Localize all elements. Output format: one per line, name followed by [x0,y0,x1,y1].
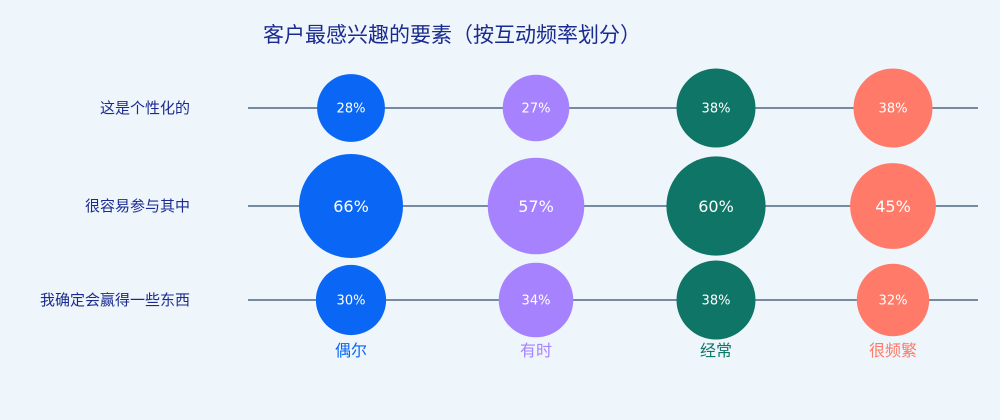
row-label: 我确定会赢得一些东西 [40,291,190,309]
bubble-value-label: 30% [337,294,366,309]
bubble-value-label: 27% [522,102,551,117]
bubble [666,156,766,256]
bubble [299,154,403,258]
bubble [498,262,574,338]
chart-title: 客户最感兴趣的要素（按互动频率划分） [263,23,641,47]
bubble-value-label: 45% [875,197,911,216]
bubble [676,68,756,148]
row-label: 这是个性化的 [100,99,190,117]
bubble-value-label: 38% [702,102,731,117]
bubble [315,264,387,336]
bubbles: 28% 27% 38% 38% 66% 57% 60% 45% 30% 34% 38% 32% [299,68,936,340]
bubble [850,163,936,249]
bubble [853,68,933,148]
bubble-value-label: 34% [522,294,551,309]
bubble [676,260,756,340]
bubble-value-label: 60% [698,197,734,216]
bubble-value-label: 57% [518,197,554,216]
bubble-value-label: 28% [337,102,366,117]
bubble-value-label: 32% [879,294,908,309]
column-label: 经常 [700,341,732,360]
row-label: 很容易参与其中 [85,197,190,215]
bubble [317,74,385,142]
column-label: 偶尔 [335,341,367,360]
bubble [502,74,570,142]
bubble-value-label: 38% [702,294,731,309]
column-label: 有时 [520,341,552,360]
bubble [487,157,585,255]
bubble-value-label: 66% [333,197,369,216]
column-label: 很频繁 [869,341,917,360]
bubble-value-label: 38% [879,102,908,117]
column-labels: 偶尔 有时 经常 很频繁 [335,341,917,360]
bubble [856,263,930,337]
